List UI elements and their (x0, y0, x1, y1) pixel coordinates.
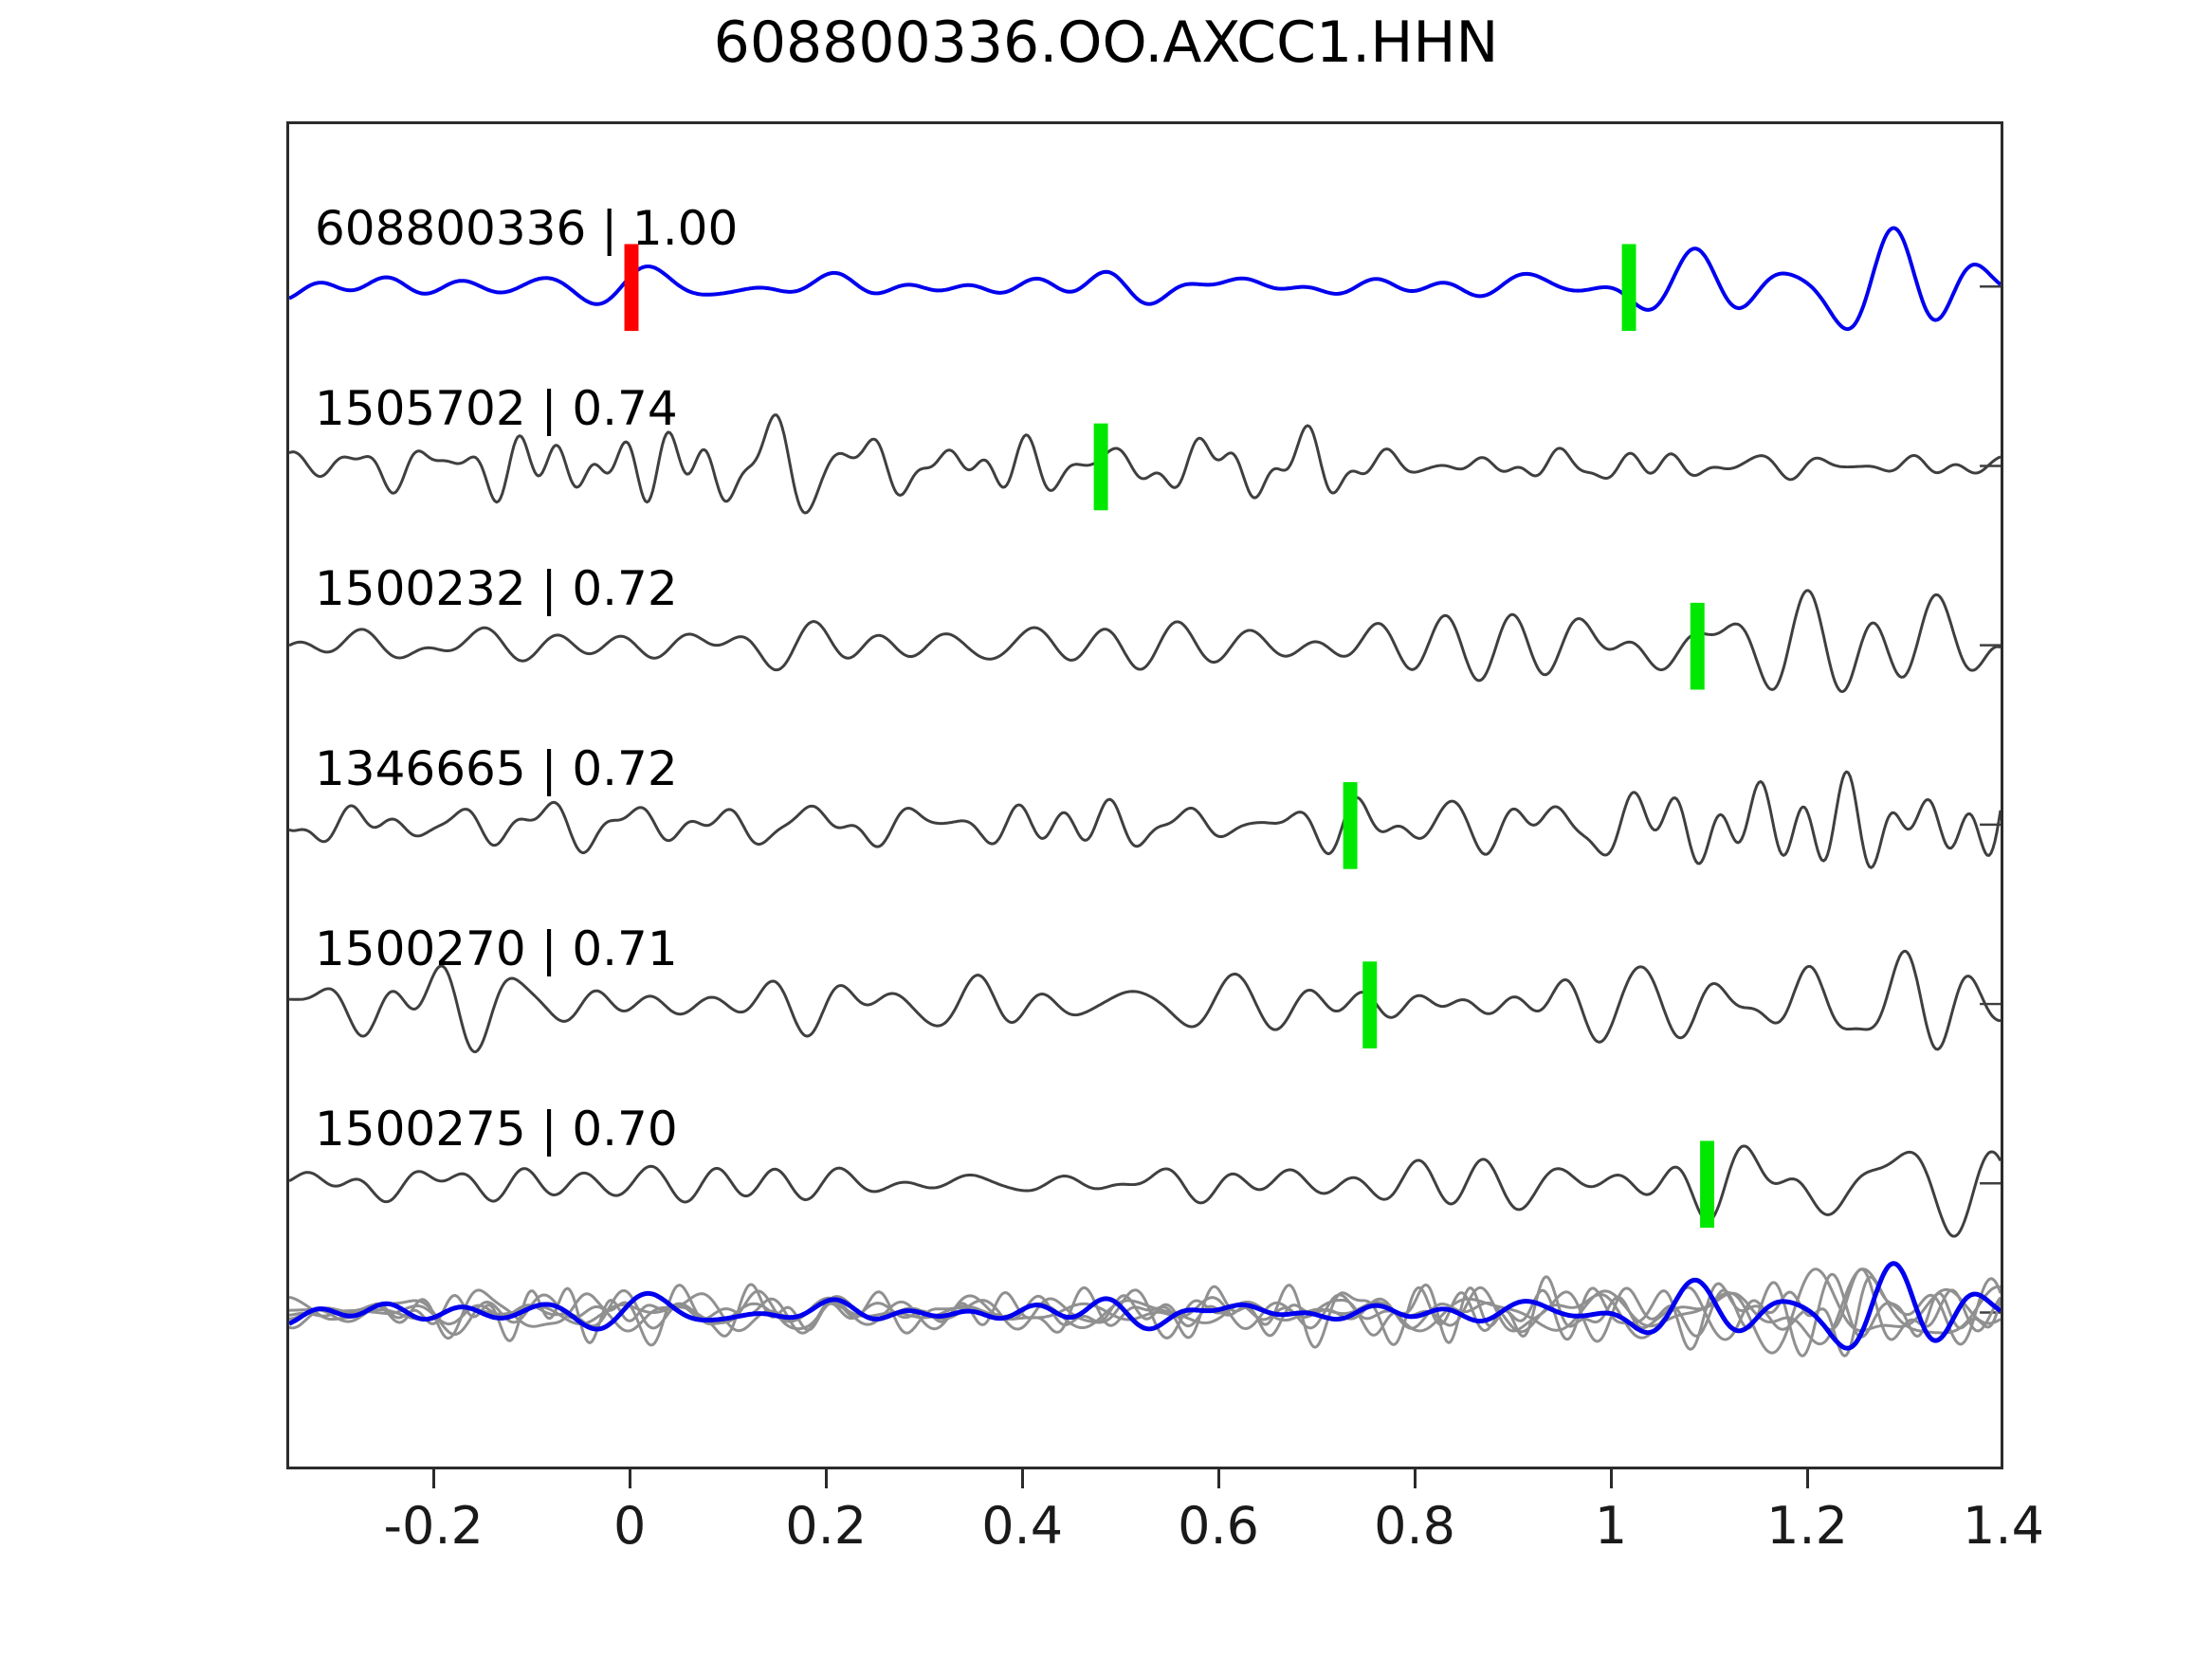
x-tick-mark (1610, 1469, 1614, 1488)
x-tick-mark (825, 1469, 829, 1488)
trace-row-1500232 (289, 589, 2001, 694)
trace-label-1500275: 1500275 | 0.70 (315, 1102, 678, 1157)
x-tick-mark (1021, 1469, 1025, 1488)
trace-row-1500270 (289, 949, 2001, 1053)
pick-marker-pick-secondary[interactable] (1621, 244, 1636, 332)
waveform-canvas (289, 226, 2001, 1358)
overlay-waveform-path (289, 1267, 2001, 1351)
x-tick-mark (1217, 1469, 1221, 1488)
waveform-path (289, 413, 2001, 515)
x-tick-mark (629, 1469, 632, 1488)
trace-label-1346665: 1346665 | 0.72 (315, 741, 678, 796)
trace-row-608800336 (289, 226, 2001, 332)
x-tick-label: 0.4 (981, 1496, 1064, 1556)
x-tick-label: -0.2 (383, 1496, 484, 1556)
waveform-path (289, 1144, 2001, 1238)
trace-row-1500275 (289, 1140, 2001, 1238)
trace-label-608800336: 608800336 | 1.00 (315, 201, 739, 256)
trace-row-1505702 (289, 413, 2001, 515)
pick-marker-pick-secondary[interactable] (1362, 961, 1378, 1048)
overlay-template-path (289, 1261, 2001, 1351)
plot-axes (286, 121, 2003, 1469)
overlay-waveform-path (289, 1275, 2001, 1358)
trace-label-1500232: 1500232 | 0.72 (315, 561, 678, 616)
x-tick-mark (432, 1469, 436, 1488)
x-tick-mark (1806, 1469, 1810, 1488)
trace-label-1505702: 1505702 | 0.74 (315, 381, 678, 436)
x-tick-label: 1.4 (1963, 1496, 2044, 1556)
x-tick-label: 1 (1594, 1496, 1628, 1556)
waveform-path (289, 949, 2001, 1053)
pick-marker-pick-secondary[interactable] (1343, 782, 1358, 869)
pick-marker-pick-secondary[interactable] (1690, 602, 1705, 690)
waveform-path (289, 589, 2001, 694)
trace-row-stack-overlay (289, 1261, 2001, 1358)
x-tick-label: 0.2 (785, 1496, 868, 1556)
x-tick-label: 0 (613, 1496, 647, 1556)
pick-marker-pick-secondary[interactable] (1700, 1140, 1715, 1229)
trace-label-1500270: 1500270 | 0.71 (315, 921, 678, 976)
x-tick-mark (1414, 1469, 1417, 1488)
waveform-path (289, 770, 2001, 869)
x-tick-label: 0.8 (1374, 1496, 1456, 1556)
pick-marker-pick-primary[interactable] (624, 244, 639, 332)
x-tick-label: 0.6 (1178, 1496, 1260, 1556)
waveform-path (289, 226, 2001, 332)
page-title: 608800336.OO.AXCC1.HHN (713, 9, 1499, 76)
trace-row-1346665 (289, 770, 2001, 869)
x-tick-label: 1.2 (1766, 1496, 1848, 1556)
pick-marker-pick-secondary[interactable] (1093, 423, 1108, 511)
